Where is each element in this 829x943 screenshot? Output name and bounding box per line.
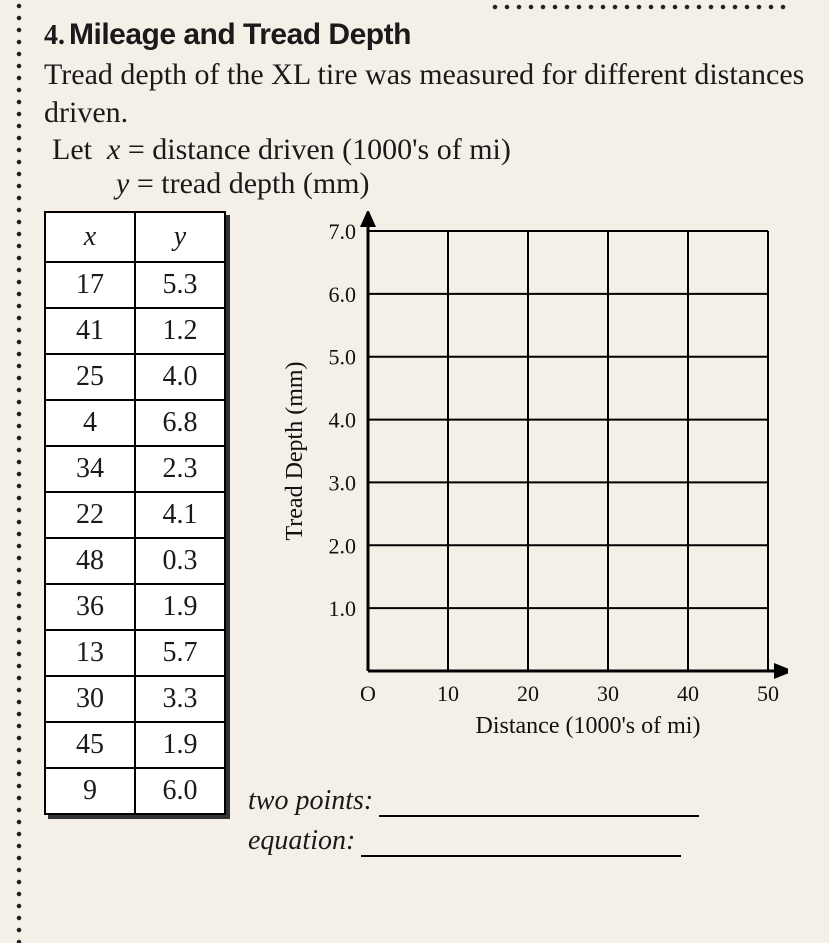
table-row: 480.3 <box>45 538 225 584</box>
table-row: 175.3 <box>45 262 225 308</box>
cell-y: 2.3 <box>135 446 225 492</box>
equation-label: equation: <box>248 825 355 857</box>
table-row: 361.9 <box>45 584 225 630</box>
cell-y: 1.9 <box>135 722 225 768</box>
cell-x: 45 <box>45 722 135 768</box>
cell-y: 6.0 <box>135 768 225 814</box>
svg-text:5.0: 5.0 <box>329 345 357 370</box>
equation-blank[interactable] <box>361 831 681 857</box>
cell-y: 3.3 <box>135 676 225 722</box>
svg-text:1.0: 1.0 <box>329 596 357 621</box>
table-row: 342.3 <box>45 446 225 492</box>
cell-y: 1.2 <box>135 308 225 354</box>
svg-text:10: 10 <box>437 681 459 706</box>
two-points-blank[interactable] <box>379 791 699 817</box>
cell-y: 5.7 <box>135 630 225 676</box>
svg-text:30: 30 <box>597 681 619 706</box>
cell-x: 36 <box>45 584 135 630</box>
cell-y: 5.3 <box>135 262 225 308</box>
question-intro: Tread depth of the XL tire was measured … <box>44 56 809 131</box>
cell-x: 41 <box>45 308 135 354</box>
let-y-line: y = tread depth (mm) <box>116 167 809 201</box>
answer-lines: two points: equation: <box>248 785 809 857</box>
worksheet-page: 4. Mileage and Tread Depth Tread depth o… <box>0 0 829 885</box>
content-row: x y 175.3411.2254.046.8342.3224.1480.336… <box>44 211 809 865</box>
svg-text:50: 50 <box>757 681 779 706</box>
svg-text:Tread Depth (mm): Tread Depth (mm) <box>282 361 308 540</box>
cell-y: 1.9 <box>135 584 225 630</box>
question-title: Mileage and Tread Depth <box>69 18 411 51</box>
two-points-line: two points: <box>248 785 809 817</box>
cell-x: 34 <box>45 446 135 492</box>
cell-y: 4.1 <box>135 492 225 538</box>
let-x-def: distance driven (1000's of mi) <box>152 133 511 166</box>
svg-text:3.0: 3.0 <box>329 470 357 495</box>
equation-line: equation: <box>248 825 809 857</box>
table-row: 224.1 <box>45 492 225 538</box>
table-row: 96.0 <box>45 768 225 814</box>
question-number: 4. <box>44 20 65 51</box>
data-table: x y 175.3411.2254.046.8342.3224.1480.336… <box>44 211 226 815</box>
two-points-label: two points: <box>248 785 373 817</box>
cell-x: 48 <box>45 538 135 584</box>
table-row: 451.9 <box>45 722 225 768</box>
cell-x: 13 <box>45 630 135 676</box>
cell-x: 17 <box>45 262 135 308</box>
svg-text:Distance (1000's of mi): Distance (1000's of mi) <box>476 713 701 739</box>
svg-text:20: 20 <box>517 681 539 706</box>
question-header: 4. Mileage and Tread Depth <box>44 18 809 52</box>
table-row: 303.3 <box>45 676 225 722</box>
blank-grid-chart: 1.0 2.0 3.0 4.0 5.0 6.0 7.0 O 10 20 30 40 50 Distance… <box>248 211 788 771</box>
svg-text:2.0: 2.0 <box>329 533 357 558</box>
cell-x: 9 <box>45 768 135 814</box>
table-header-row: x y <box>45 212 225 262</box>
cell-y: 0.3 <box>135 538 225 584</box>
svg-text:7.0: 7.0 <box>329 219 357 244</box>
cell-x: 25 <box>45 354 135 400</box>
table-row: 254.0 <box>45 354 225 400</box>
col-x-header: x <box>45 212 135 262</box>
let-y-def: tread depth (mm) <box>161 167 369 200</box>
svg-text:6.0: 6.0 <box>329 282 357 307</box>
table-row: 135.7 <box>45 630 225 676</box>
cell-x: 22 <box>45 492 135 538</box>
cell-y: 4.0 <box>135 354 225 400</box>
svg-text:O: O <box>360 681 376 706</box>
table-row: 46.8 <box>45 400 225 446</box>
cell-x: 4 <box>45 400 135 446</box>
svg-text:4.0: 4.0 <box>329 408 357 433</box>
svg-text:40: 40 <box>677 681 699 706</box>
chart-area: 1.0 2.0 3.0 4.0 5.0 6.0 7.0 O 10 20 30 40 50 Distance… <box>248 211 809 865</box>
let-x-line: Let x = distance driven (1000's of mi) <box>52 133 809 167</box>
cell-x: 30 <box>45 676 135 722</box>
table-row: 411.2 <box>45 308 225 354</box>
cell-y: 6.8 <box>135 400 225 446</box>
col-y-header: y <box>135 212 225 262</box>
